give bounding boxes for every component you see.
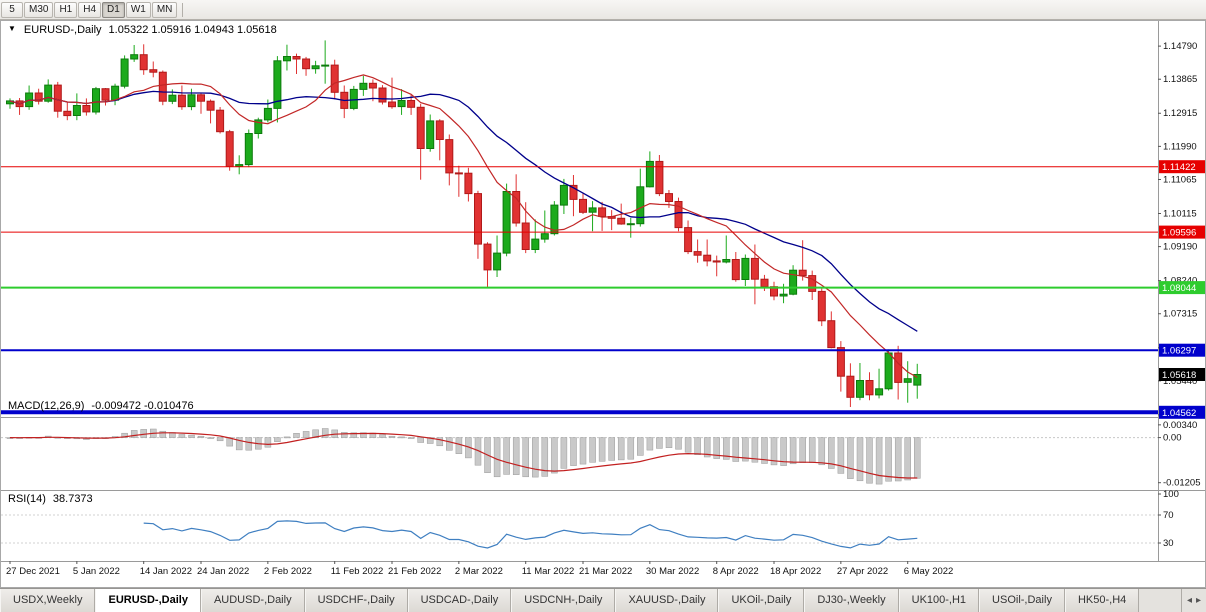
timeframe-button-m30[interactable]: M30 [24,1,54,18]
price-axis-labels: 1.14790 1.13865 1.12915 1.11990 1.11065 1.101… [1158,41,1201,549]
level-price-box [1159,281,1205,295]
toolbar-separator [182,2,184,17]
svg-text:18 Apr 2022: 18 Apr 2022 [770,566,821,577]
timeframe-button-mn[interactable]: MN [151,1,178,18]
tabs-scroll-left-icon[interactable]: ◂ [1186,595,1192,606]
chart-tabs: USDX,Weekly EURUSD-,Daily AUDUSD-,Daily USD… [0,589,1181,612]
macd-signal-line [9,432,918,479]
svg-text:8 Apr 2022: 8 Apr 2022 [713,566,759,577]
svg-text:2 Mar 2022: 2 Mar 2022 [455,566,503,577]
svg-text:30 Mar 2022: 30 Mar 2022 [646,566,699,577]
chart-window[interactable]: 1.14790 1.13865 1.12915 1.11990 1.11065 1.101… [0,20,1206,588]
chart-tabs-bar: USDX,Weekly EURUSD-,Daily AUDUSD-,Daily USD… [0,588,1206,612]
svg-text:-0.01205: -0.01205 [1163,478,1201,489]
current-price-box [1159,368,1205,381]
svg-text:1.11990: 1.11990 [1163,141,1197,152]
svg-text:21 Mar 2022: 21 Mar 2022 [579,566,632,577]
svg-text:0.00: 0.00 [1163,433,1182,444]
level-price-box [1159,225,1205,239]
svg-text:5 Jan 2022: 5 Jan 2022 [73,566,120,577]
macd-histogram [6,428,921,485]
svg-text:1.11065: 1.11065 [1163,175,1197,186]
svg-text:1.04562: 1.04562 [1162,408,1196,419]
price-axis-boxes: 1.11422 1.09596 1.08044 1.06297 1.04562 1.056… [1159,160,1205,419]
svg-text:70: 70 [1163,510,1174,521]
tab-usdx-weekly[interactable]: USDX,Weekly [0,589,96,612]
svg-text:24 Jan 2022: 24 Jan 2022 [197,566,249,577]
tab-audusd-daily[interactable]: AUDUSD-,Daily [200,589,305,612]
svg-text:100: 100 [1163,489,1179,500]
timeframe-button-d1[interactable]: D1 [102,1,125,18]
svg-text:11 Feb 2022: 11 Feb 2022 [331,566,384,577]
time-axis-labels: 27 Dec 2021 5 Jan 2022 14 Jan 2022 24 Jan 2… [6,561,953,577]
tab-dj30-weekly[interactable]: DJ30-,Weekly [804,589,899,612]
timeframe-button-5[interactable]: 5 [1,1,23,18]
tab-usdchf-daily[interactable]: USDCHF-,Daily [304,589,408,612]
ma-fast-line [9,74,918,378]
tabs-scroll-right-icon[interactable]: ▸ [1195,595,1201,606]
chart-canvas[interactable]: 1.14790 1.13865 1.12915 1.11990 1.11065 1.101… [0,20,1206,588]
svg-text:1.08044: 1.08044 [1162,283,1196,294]
svg-text:1.09596: 1.09596 [1162,228,1196,239]
svg-text:2 Feb 2022: 2 Feb 2022 [264,566,312,577]
svg-text:21 Feb 2022: 21 Feb 2022 [388,566,441,577]
tab-eurusd-daily[interactable]: EURUSD-,Daily [95,589,201,612]
timeframe-button-w1[interactable]: W1 [125,1,151,18]
tab-hk50-h4[interactable]: HK50-,H4 [1064,589,1140,612]
svg-text:27 Apr 2022: 27 Apr 2022 [837,566,888,577]
tab-uk100-h1[interactable]: UK100-,H1 [898,589,980,612]
rsi-line [143,520,918,549]
timeframe-button-h1[interactable]: H1 [54,1,78,18]
level-price-box [1159,405,1205,419]
tab-usoil-daily[interactable]: USOil-,Daily [979,589,1065,612]
svg-text:14 Jan 2022: 14 Jan 2022 [140,566,192,577]
svg-text:27 Dec 2021: 27 Dec 2021 [6,566,60,577]
svg-text:1.10115: 1.10115 [1163,209,1197,220]
tab-usdcnh-daily[interactable]: USDCNH-,Daily [511,589,616,612]
ma-slow-line [9,90,918,332]
svg-text:6 May 2022: 6 May 2022 [904,566,954,577]
svg-text:1.05440: 1.05440 [1163,376,1197,387]
svg-text:30: 30 [1163,538,1174,549]
horizontal-levels[interactable] [1,166,1158,415]
svg-text:11 Mar 2022: 11 Mar 2022 [522,566,575,577]
svg-text:1.11422: 1.11422 [1162,162,1196,173]
tab-xauusd-daily[interactable]: XAUUSD-,Daily [615,589,719,612]
svg-text:1.14790: 1.14790 [1163,41,1197,52]
svg-text:1.06297: 1.06297 [1162,346,1196,357]
svg-text:1.05618: 1.05618 [1162,370,1196,381]
level-price-box [1159,160,1205,174]
tab-ukoil-daily[interactable]: UKOil-,Daily [718,589,805,612]
tab-usdcad-daily[interactable]: USDCAD-,Daily [407,589,512,612]
tabs-scroll-arrows: ◂ ▸ [1180,589,1206,612]
svg-text:1.13865: 1.13865 [1163,74,1197,85]
symbol-dropdown-icon[interactable]: ▼ [8,24,16,33]
svg-text:0.00340: 0.00340 [1163,420,1197,431]
level-price-box [1159,343,1205,357]
svg-text:1.12915: 1.12915 [1163,108,1197,119]
svg-text:1.09190: 1.09190 [1163,242,1197,253]
timeframe-button-h4[interactable]: H4 [78,1,102,18]
timeframe-toolbar: 5 M30 H1 H4 D1 W1 MN [0,0,1206,20]
timeframe-buttons: 5 M30 H1 H4 D1 W1 MN [1,1,178,18]
svg-text:1.07315: 1.07315 [1163,309,1197,320]
candles [6,40,922,407]
